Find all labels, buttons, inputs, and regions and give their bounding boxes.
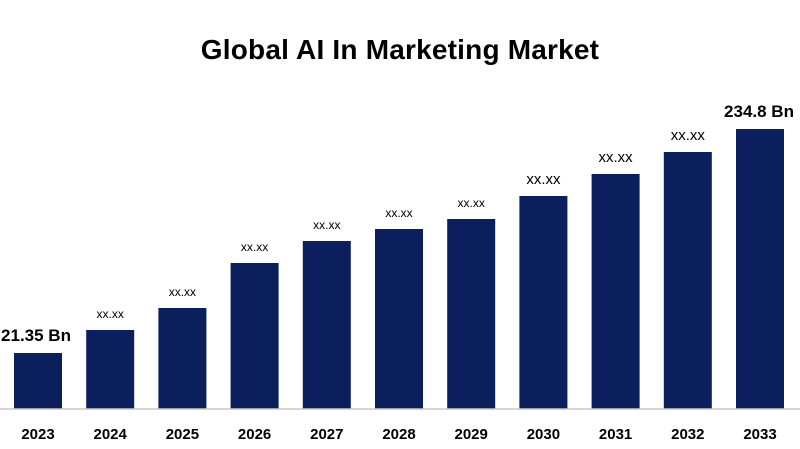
x-tick-2025: 2025 [166, 426, 199, 443]
x-tick-2028: 2028 [382, 426, 415, 443]
data-label-2027: xx.xx [313, 218, 340, 232]
bar-2033 [736, 129, 784, 409]
data-label-2023: 21.35 Bn [1, 326, 71, 345]
data-label-2031: xx.xx [599, 149, 634, 166]
bar-2031 [591, 174, 640, 409]
x-tick-2031: 2031 [599, 426, 632, 443]
x-tick-labels-layer: 2023 2024 2025 2026 2027 2028 2029 2030 2031 2032… [21, 426, 776, 443]
data-label-2026: xx.xx [241, 240, 268, 254]
data-label-2033: 234.8 Bn [724, 102, 794, 121]
data-label-2025: xx.xx [169, 285, 196, 299]
bar-2025 [158, 308, 207, 409]
data-label-2032: xx.xx [671, 127, 706, 144]
bar-2029 [447, 219, 496, 409]
data-labels-layer: 21.35 Bn xx.xx xx.xx xx.xx xx.xx xx.xx xx.xx xx… [1, 102, 794, 345]
x-tick-2023: 2023 [21, 426, 54, 443]
bars-layer [14, 129, 784, 409]
bar-2028 [375, 229, 423, 409]
x-tick-2024: 2024 [94, 426, 128, 443]
bar-2032 [663, 152, 712, 409]
bar-2024 [86, 330, 135, 409]
bar-2023 [14, 353, 62, 409]
data-label-2029: xx.xx [458, 196, 485, 210]
x-tick-2032: 2032 [671, 426, 704, 443]
data-label-2030: xx.xx [526, 171, 561, 188]
x-tick-2029: 2029 [455, 426, 488, 443]
bar-2030 [519, 196, 568, 409]
chart-title: Global AI In Marketing Market [200, 34, 600, 65]
data-label-2024: xx.xx [97, 307, 124, 321]
x-tick-2033: 2033 [743, 426, 776, 443]
bar-2027 [302, 241, 351, 409]
x-tick-2027: 2027 [310, 426, 343, 443]
x-tick-2026: 2026 [238, 426, 271, 443]
x-tick-2030: 2030 [527, 426, 560, 443]
data-label-2028: xx.xx [385, 206, 412, 220]
bar-2026 [230, 263, 279, 409]
